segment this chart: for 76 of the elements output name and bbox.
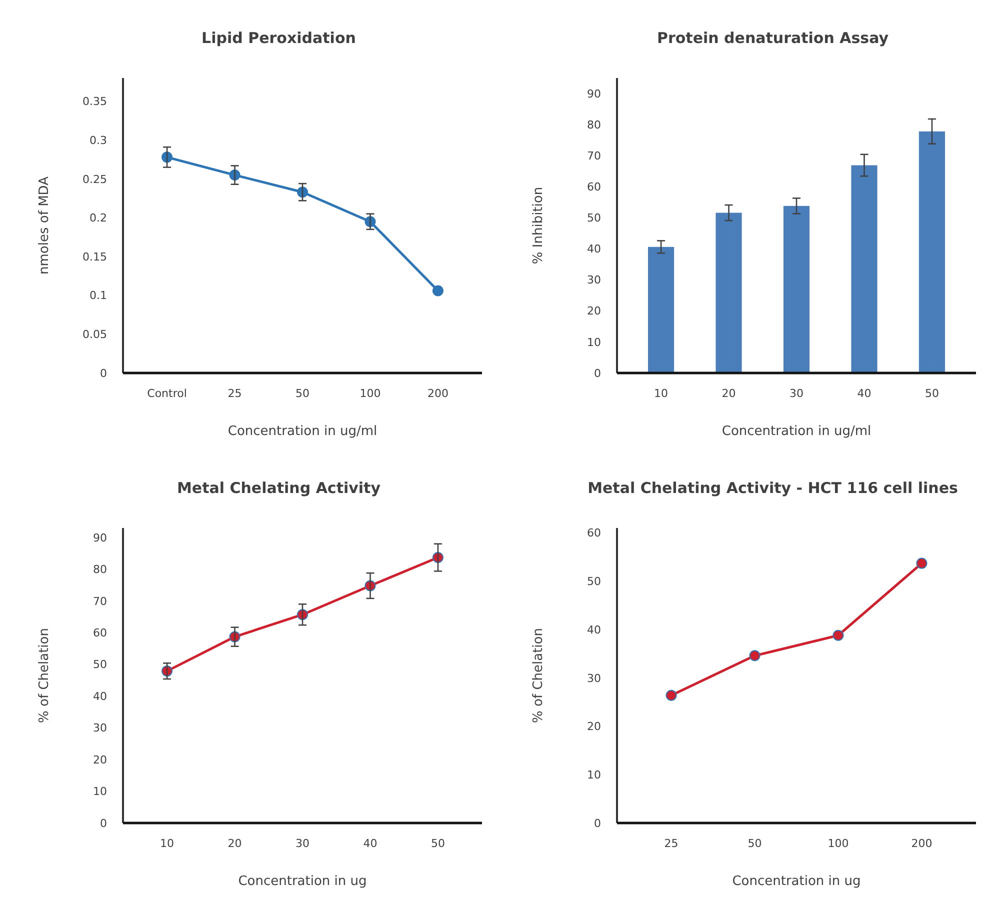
y-tick-label: 40: [587, 242, 601, 256]
y-tick-label: 0: [594, 816, 601, 830]
x-tick-label: 50: [296, 387, 310, 400]
y-tick-label: 50: [587, 212, 601, 225]
y-tick-label: 30: [587, 274, 601, 287]
x-tick-label: 20: [228, 837, 242, 850]
x-tick-label: 50: [430, 837, 445, 850]
y-tick-label: 0.35: [82, 95, 107, 108]
point: [749, 650, 760, 662]
y-tick-label: 0.3: [90, 134, 107, 147]
x-tick-label: 40: [363, 837, 378, 850]
x-axis-title: Concentration in ug: [238, 874, 367, 889]
bar: [851, 165, 878, 373]
y-tick-label: 0.2: [90, 212, 107, 225]
x-tick-label: 10: [160, 837, 174, 850]
point: [432, 285, 444, 296]
y-tick-label: 40: [93, 690, 107, 703]
y-tick-label: 60: [93, 626, 107, 640]
bar: [783, 206, 810, 373]
y-tick-label: 0: [100, 816, 107, 830]
x-tick-label: 50: [748, 837, 762, 850]
x-tick-label: 25: [228, 387, 242, 400]
point: [666, 690, 677, 701]
y-tick-label: 10: [587, 768, 601, 782]
chart-title: Protein denaturation Assay: [656, 29, 889, 47]
chart-title: Lipid Peroxidation: [202, 29, 356, 47]
y-tick-label: 60: [587, 180, 601, 194]
x-axis-title: Concentration in ug/ml: [722, 424, 872, 439]
y-tick-label: 50: [93, 658, 107, 672]
x-tick-label: 100: [828, 837, 849, 850]
y-tick-label: 30: [93, 722, 107, 735]
chart-title: Metal Chelating Activity: [176, 479, 381, 497]
point: [916, 558, 928, 569]
x-tick-label: 10: [654, 387, 668, 400]
y-tick-label: 20: [93, 753, 107, 766]
x-tick-label: 25: [664, 837, 678, 850]
y-tick-label: 30: [587, 672, 601, 685]
y-tick-label: 80: [587, 118, 601, 132]
x-tick-label: 30: [296, 837, 310, 850]
x-axis-title: Concentration in ug: [732, 874, 861, 889]
bar: [716, 212, 742, 373]
x-tick-label: 30: [790, 387, 804, 400]
y-tick-label: 20: [587, 720, 601, 734]
y-axis-title: % of Chelation: [37, 628, 52, 723]
y-tick-label: 0.1: [90, 289, 107, 302]
x-axis-title: Concentration in ug/ml: [228, 424, 378, 439]
bar: [648, 246, 674, 373]
y-tick-label: 10: [93, 785, 107, 798]
y-tick-label: 0.05: [82, 328, 107, 342]
chart-title: Metal Chelating Activity - HCT 116 cell lines: [588, 479, 958, 497]
y-tick-label: 0: [594, 366, 601, 380]
x-tick-label: 40: [857, 387, 872, 400]
x-tick-label: 200: [427, 387, 448, 400]
y-axis-title: % Inhibition: [531, 186, 546, 264]
y-axis-title: % of Chelation: [531, 628, 546, 723]
y-tick-label: 80: [93, 563, 107, 576]
bar: [918, 131, 946, 373]
x-tick-label: Control: [147, 387, 187, 400]
x-tick-label: 50: [924, 387, 939, 400]
y-tick-label: 50: [587, 575, 601, 588]
y-axis-title: nmoles of MDA: [37, 176, 52, 274]
y-tick-label: 40: [587, 623, 601, 636]
y-tick-label: 70: [93, 594, 107, 608]
point: [832, 630, 844, 641]
x-tick-label: 200: [911, 837, 932, 850]
y-tick-label: 70: [587, 149, 601, 162]
y-tick-label: 90: [587, 87, 601, 100]
y-tick-label: 20: [587, 304, 601, 318]
x-tick-label: 20: [722, 387, 736, 400]
y-tick-label: 10: [587, 336, 601, 349]
y-tick-label: 90: [93, 531, 107, 544]
x-tick-label: 100: [360, 387, 381, 400]
y-tick-label: 0.25: [82, 172, 107, 186]
y-tick-label: 0.15: [82, 250, 107, 264]
y-tick-label: 60: [587, 526, 601, 540]
y-tick-label: 0: [100, 366, 107, 380]
